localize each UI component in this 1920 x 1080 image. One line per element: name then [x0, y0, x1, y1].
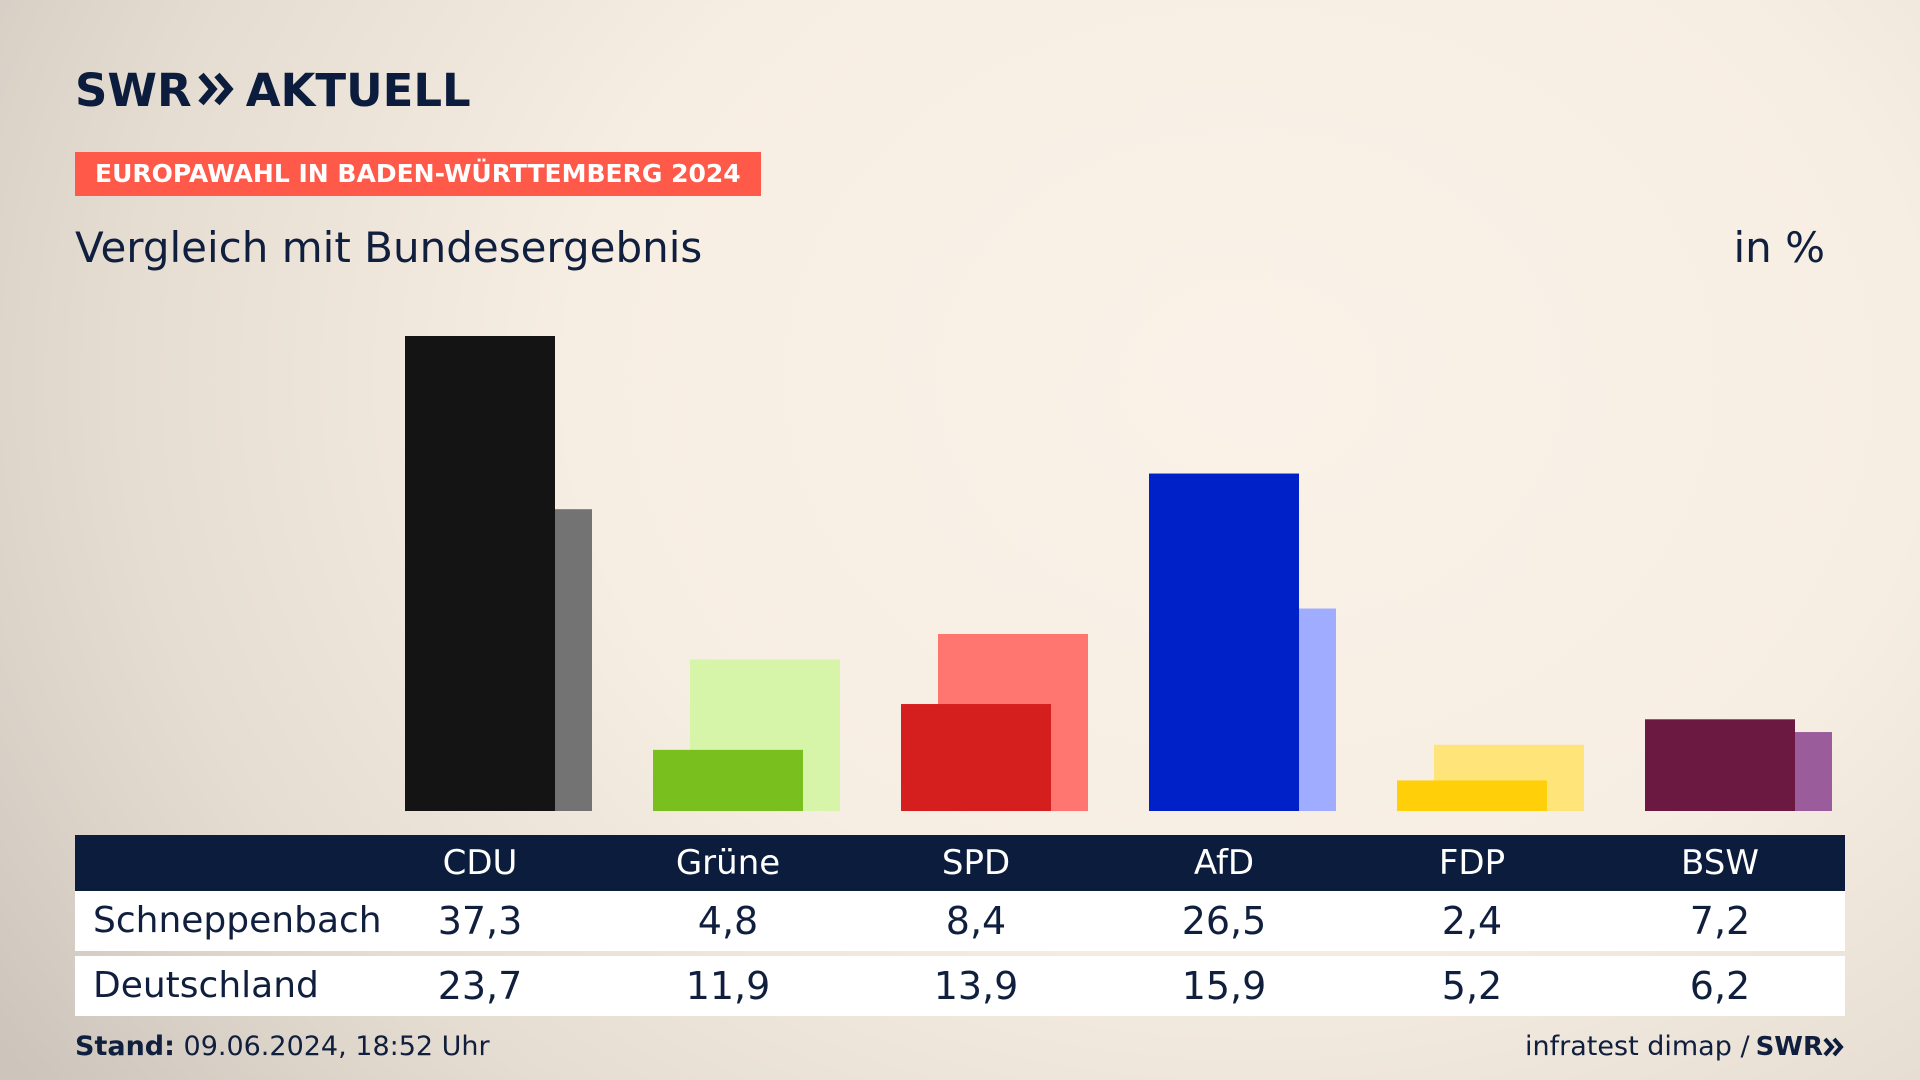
chart-subtitle: Vergleich mit Bundesergebnis	[75, 223, 703, 272]
timestamp: Stand: 09.06.2024, 18:52 Uhr	[75, 1030, 490, 1064]
bar-local-spd	[901, 704, 1051, 811]
value-gruene-local: 4,8	[697, 899, 759, 943]
value-gruene-national: 11,9	[685, 964, 771, 1008]
column-header-spd: SPD	[941, 843, 1011, 883]
column-header-cdu: CDU	[442, 843, 518, 883]
column-header-bsw: BSW	[1681, 843, 1759, 883]
bar-local-cdu	[405, 336, 555, 811]
column-header-fdp: FDP	[1438, 843, 1506, 883]
double-chevron-icon	[198, 70, 236, 112]
source-text: infratest dimap /	[1525, 1031, 1750, 1062]
logo-aktuell-text: AKTUELL	[245, 64, 471, 117]
row-label-deutschland: Deutschland	[93, 965, 319, 1006]
double-chevron-small-icon	[1823, 1037, 1844, 1057]
table-row: Deutschland 23,7 11,9 13,9 15,9 5,2 6,2	[75, 956, 1845, 1016]
value-bsw-local: 7,2	[1689, 899, 1751, 943]
election-badge: EUROPAWAHL IN BADEN-WÜRTTEMBERG 2024	[75, 152, 761, 196]
bar-local-bsw	[1645, 719, 1795, 811]
swr-aktuell-logo: SWR AKTUELL	[75, 66, 471, 116]
value-fdp-local: 2,4	[1441, 899, 1503, 943]
footer-logo-text: SWR	[1755, 1032, 1823, 1062]
table-header: CDU Grüne SPD AfD FDP BSW	[75, 835, 1845, 891]
unit-label: in %	[1733, 223, 1825, 272]
row-label-schneppenbach: Schneppenbach	[93, 900, 382, 941]
value-spd-national: 13,9	[933, 964, 1019, 1008]
value-spd-local: 8,4	[945, 899, 1007, 943]
column-header-gruene: Grüne	[675, 843, 781, 883]
value-afd-national: 15,9	[1181, 964, 1267, 1008]
value-bsw-national: 6,2	[1689, 964, 1751, 1008]
bar-local-fdp	[1397, 780, 1547, 811]
results-table: CDU Grüne SPD AfD FDP BSW Schneppenbach 37,3 4…	[75, 835, 1845, 1016]
value-cdu-national: 23,7	[437, 964, 523, 1008]
logo-swr-text: SWR	[75, 64, 192, 117]
bar-local-afd	[1149, 473, 1299, 811]
stand-label: Stand:	[75, 1031, 175, 1062]
bar-local-gruene	[653, 749, 803, 811]
stand-value: 09.06.2024, 18:52 Uhr	[183, 1031, 490, 1062]
value-afd-local: 26,5	[1181, 899, 1267, 943]
swr-footer-logo: SWR	[1756, 1030, 1845, 1064]
table-row: Schneppenbach 37,3 4,8 8,4 26,5 2,4 7,2	[75, 891, 1845, 951]
column-header-afd: AfD	[1193, 843, 1255, 883]
source-credit: infratest dimap / SWR	[1525, 1030, 1845, 1064]
value-fdp-national: 5,2	[1441, 964, 1503, 1008]
value-cdu-local: 37,3	[437, 899, 523, 943]
